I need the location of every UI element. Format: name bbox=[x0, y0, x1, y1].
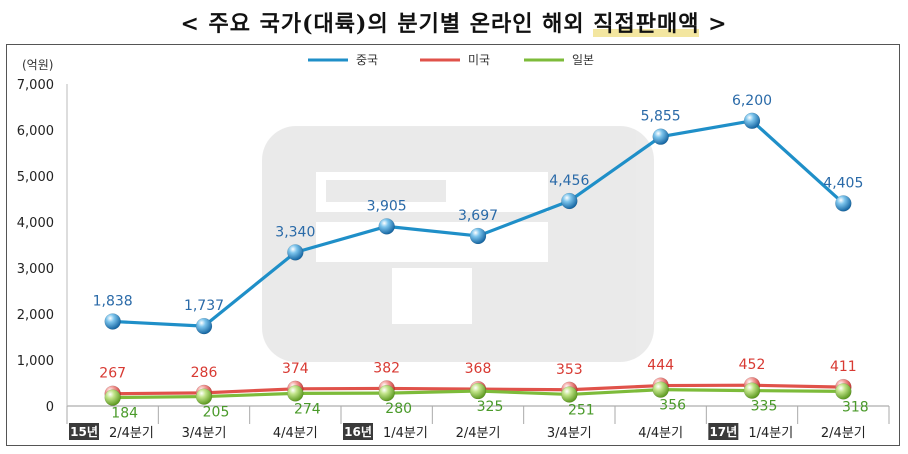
y-tick-label: 5,000 bbox=[17, 170, 54, 185]
year-marker-box bbox=[69, 423, 99, 440]
data-label: 368 bbox=[465, 361, 492, 377]
data-label: 267 bbox=[99, 366, 126, 382]
data-label: 205 bbox=[203, 405, 230, 421]
chart-frame bbox=[6, 44, 900, 446]
year-marker-label: 15년 bbox=[70, 425, 98, 439]
data-label: 3,697 bbox=[458, 208, 498, 224]
data-point bbox=[378, 218, 395, 235]
title-prefix: < 주요 국가(대륙)의 분기별 온라인 해외 bbox=[180, 11, 594, 37]
title-suffix: > bbox=[699, 11, 728, 37]
data-label: 382 bbox=[373, 360, 400, 376]
data-label: 374 bbox=[282, 361, 309, 377]
data-point bbox=[104, 389, 121, 406]
x-tick-label: 1/4분기 bbox=[383, 426, 428, 441]
data-label: 4,456 bbox=[549, 173, 589, 189]
y-tick-label: 4,000 bbox=[17, 216, 54, 231]
data-label: 411 bbox=[830, 359, 857, 375]
title-highlight: 직접판매액 bbox=[593, 11, 700, 37]
data-point bbox=[743, 112, 761, 130]
data-label: 335 bbox=[751, 399, 778, 415]
data-point bbox=[287, 244, 304, 261]
data-label: 4,405 bbox=[823, 175, 863, 191]
series-china: 1,838 1,737 3,340 3,905 3,697 4,456 5,855 6,200… bbox=[93, 93, 863, 335]
y-tick-label: 0 bbox=[46, 400, 54, 415]
data-label: 1,737 bbox=[184, 298, 224, 314]
series-layer: 1,838 1,737 3,340 3,905 3,697 4,456 5,855 6,200… bbox=[93, 93, 869, 422]
y-tick-label: 2,000 bbox=[17, 308, 54, 323]
x-tick-label: 2/4분기 bbox=[821, 426, 866, 441]
y-axis-ticks: 0 1,000 2,000 3,000 4,000 5,000 6,000 7,000 bbox=[17, 78, 54, 415]
data-point bbox=[743, 382, 761, 399]
data-point bbox=[469, 227, 487, 245]
data-label: 274 bbox=[294, 401, 321, 417]
x-tick-label: 2/4분기 bbox=[109, 426, 154, 441]
x-tick-label: 1/4분기 bbox=[748, 426, 793, 441]
data-label: 325 bbox=[477, 399, 504, 415]
data-label: 184 bbox=[111, 406, 138, 422]
data-point bbox=[195, 388, 213, 405]
year-marker-box bbox=[708, 423, 739, 440]
data-label: 353 bbox=[556, 362, 583, 378]
y-tick-label: 6,000 bbox=[17, 124, 54, 139]
data-label: 286 bbox=[191, 365, 218, 381]
legend-label: 일본 bbox=[572, 53, 594, 67]
data-point bbox=[195, 317, 213, 335]
year-marker-label: 16년 bbox=[344, 425, 372, 439]
data-point bbox=[378, 384, 395, 402]
data-label: 5,855 bbox=[641, 109, 681, 125]
data-label: 251 bbox=[568, 402, 595, 418]
data-point bbox=[287, 385, 304, 402]
data-point bbox=[835, 383, 852, 400]
x-tick-label: 3/4분기 bbox=[182, 426, 227, 441]
data-label: 1,838 bbox=[93, 293, 133, 309]
year-marker-box bbox=[343, 423, 373, 440]
legend: 중국 미국 일본 bbox=[308, 53, 594, 67]
data-label: 318 bbox=[842, 399, 869, 415]
legend-label: 미국 bbox=[468, 53, 490, 67]
y-tick-label: 1,000 bbox=[17, 354, 54, 369]
x-tick-label: 3/4분기 bbox=[547, 426, 592, 441]
data-label: 444 bbox=[647, 358, 674, 374]
x-tick-label: 4/4분기 bbox=[638, 426, 683, 441]
data-point bbox=[835, 195, 852, 212]
data-point bbox=[652, 381, 669, 398]
data-label: 6,200 bbox=[732, 93, 772, 109]
data-label: 452 bbox=[739, 357, 766, 373]
x-tick-label: 2/4분기 bbox=[456, 426, 501, 441]
data-point bbox=[469, 382, 487, 400]
data-label: 356 bbox=[659, 398, 686, 414]
y-tick-label: 7,000 bbox=[17, 78, 54, 93]
data-point bbox=[652, 128, 669, 145]
x-tick-label: 4/4분기 bbox=[273, 426, 318, 441]
watermark-monitor-icon bbox=[262, 126, 654, 362]
y-axis-unit: (억원) bbox=[22, 58, 53, 72]
series-japan: 184 205 274 280 325 251 356 335 318 bbox=[104, 381, 869, 422]
data-point bbox=[561, 386, 578, 403]
legend-label: 중국 bbox=[356, 53, 378, 67]
data-point bbox=[104, 313, 121, 330]
x-axis-ticks: 15년 2/4분기 3/4분기 4/4분기 16년 1/4분기 2/4분기 3/4분기 4/4분… bbox=[66, 406, 890, 441]
year-marker-label: 17년 bbox=[709, 425, 737, 439]
page-title: < 주요 국가(대륙)의 분기별 온라인 해외 직접판매액 > bbox=[0, 6, 908, 38]
data-label: 3,340 bbox=[275, 224, 315, 240]
data-label: 280 bbox=[385, 401, 412, 417]
y-tick-label: 3,000 bbox=[17, 262, 54, 277]
data-label: 3,905 bbox=[367, 198, 407, 214]
data-point bbox=[561, 192, 578, 210]
